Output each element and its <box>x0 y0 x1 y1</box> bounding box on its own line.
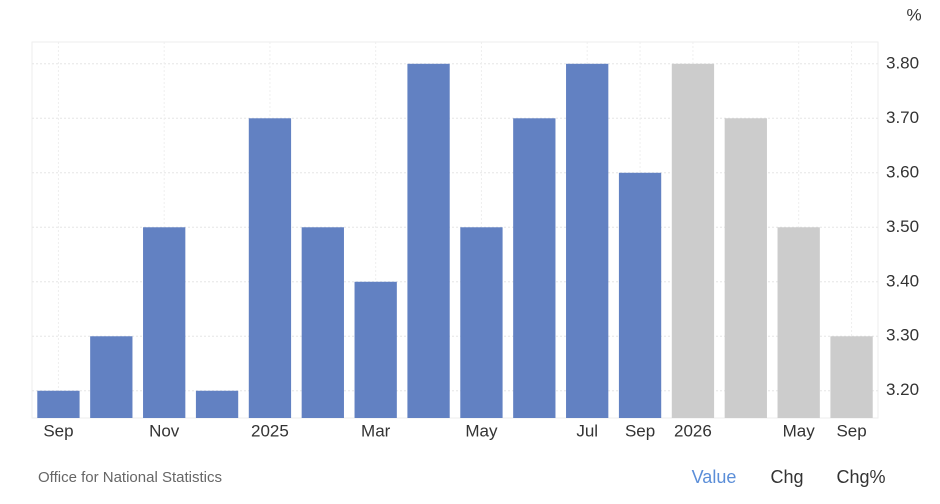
bar <box>195 390 239 418</box>
chg-pct-button[interactable]: Chg% <box>836 467 885 487</box>
bar <box>248 118 292 418</box>
bar <box>143 227 186 418</box>
y-tick-label: 3.60 <box>886 162 919 181</box>
value-button[interactable]: Value <box>692 467 737 487</box>
x-tick-label: Nov <box>149 421 180 440</box>
x-tick-label: May <box>783 421 816 440</box>
x-tick-label: 2026 <box>674 421 712 440</box>
bar <box>90 336 133 418</box>
unit-label: % <box>906 5 921 24</box>
y-tick-label: 3.30 <box>886 326 919 345</box>
bar <box>513 118 556 418</box>
chg-button[interactable]: Chg <box>770 467 803 487</box>
y-tick-label: 3.40 <box>886 271 919 290</box>
bar <box>777 227 820 418</box>
bar <box>407 63 450 419</box>
x-tick-label: Jul <box>576 421 598 440</box>
x-tick-label: 2025 <box>251 421 289 440</box>
y-tick-label: 3.50 <box>886 217 919 236</box>
y-tick-label: 3.70 <box>886 108 919 127</box>
x-tick-label: Sep <box>43 421 73 440</box>
y-tick-label: 3.80 <box>886 53 919 72</box>
plot-border <box>31 41 879 419</box>
bar <box>724 118 767 418</box>
bar <box>460 227 503 418</box>
bar <box>830 336 873 418</box>
x-tick-label: Mar <box>361 421 391 440</box>
bar <box>566 63 609 419</box>
bar <box>618 172 662 418</box>
bar <box>301 227 344 418</box>
bar <box>354 281 397 418</box>
x-tick-label: Sep <box>625 421 655 440</box>
x-tick-label: May <box>465 421 498 440</box>
bar <box>37 390 80 418</box>
bar <box>671 63 715 419</box>
y-tick-label: 3.20 <box>886 380 919 399</box>
x-tick-label: Sep <box>836 421 866 440</box>
source: Office for National Statistics <box>38 469 222 486</box>
